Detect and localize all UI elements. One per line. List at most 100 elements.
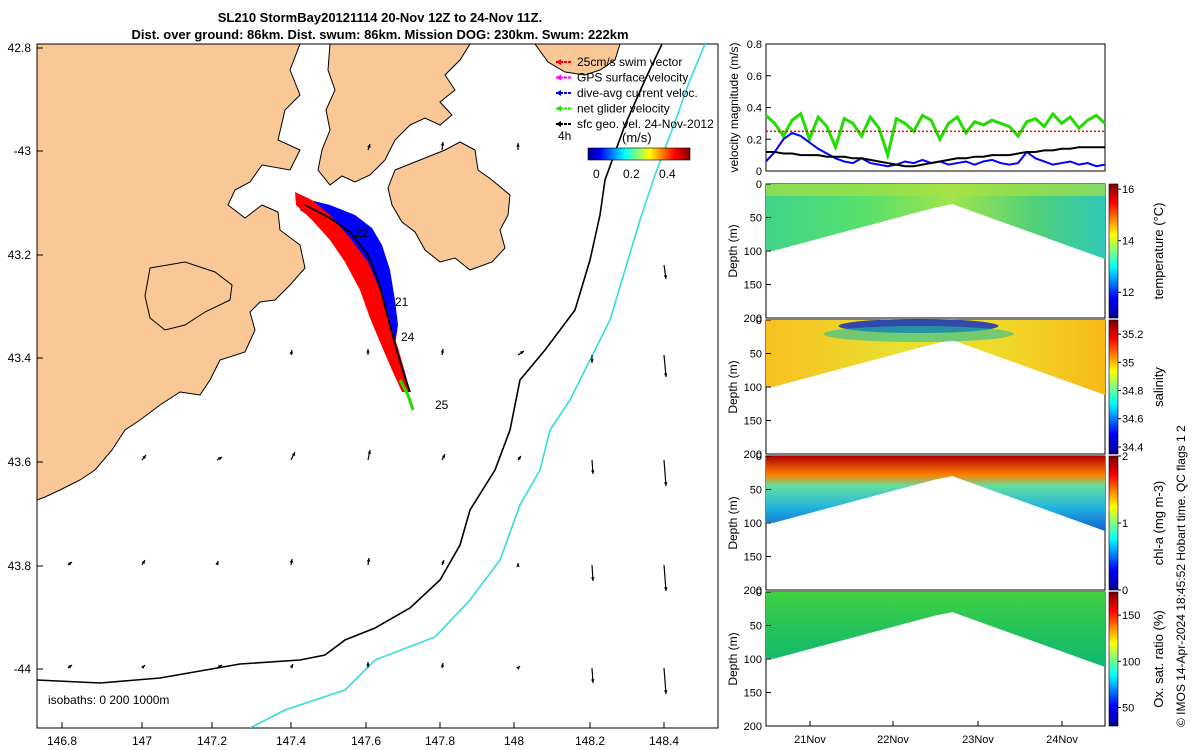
- track-red-envelope: [295, 192, 410, 392]
- land-forestier: [317, 44, 471, 186]
- map-x-tick-label: 147.2: [197, 734, 227, 748]
- colorbar-tick-label: 12: [1122, 287, 1134, 299]
- section-colorbar: [1108, 455, 1119, 591]
- legend-arrowhead: [556, 105, 561, 112]
- section-colorbar: [1108, 183, 1119, 319]
- depth-tick-label: 50: [750, 213, 762, 225]
- legend-arrowhead: [556, 90, 561, 96]
- depth-tick-label: 150: [744, 416, 762, 428]
- colorbar-label: temperature (°C): [1151, 203, 1166, 300]
- colorbar-tick-label: 35.2: [1122, 329, 1143, 341]
- current-vectors: [67, 141, 668, 695]
- map-y-tick-label: 43.8: [8, 559, 32, 573]
- current-vector-arrow: [663, 354, 667, 378]
- velocity-y-tick-label: 0.2: [747, 134, 762, 146]
- track-black-line: [304, 204, 411, 393]
- colorbar-tick-label: 0: [1122, 585, 1128, 597]
- velocity-y-tick-label: 0.6: [747, 71, 762, 83]
- depth-tick-label: 100: [744, 518, 762, 530]
- current-vector-arrowhead: [68, 665, 72, 669]
- time-tick-label: 21Nov: [794, 734, 826, 746]
- time-tick-label: 22Nov: [877, 734, 909, 746]
- glider-track: [295, 192, 415, 411]
- current-vector-arrowhead: [663, 373, 668, 377]
- current-vector-arrow: [663, 459, 667, 487]
- isobaths-note: isobaths: 0 200 1000m: [48, 693, 169, 707]
- depth-tick-label: 150: [744, 688, 762, 700]
- legend-label: sfc geo. vel. 24-Nov-2012: [577, 117, 714, 131]
- colorbar-label: Ox. sat. ratio (%): [1151, 610, 1166, 708]
- map-panel: 22 21 24 25 146.8 147 147.2 147.4 147.6 147.8…: [8, 41, 719, 748]
- section-colorbar: [1108, 319, 1119, 455]
- map-x-tick-label: 147: [132, 734, 152, 748]
- colorbar-tick-label: 1: [1122, 518, 1128, 530]
- colorbar-tick-label: 34.6: [1122, 414, 1143, 426]
- depth-tick-label: 0: [756, 315, 762, 327]
- map-y-tick-label: 42.8: [8, 41, 32, 55]
- current-vector-arrowhead: [141, 665, 145, 669]
- depth-axis-label: Depth (m): [726, 360, 740, 413]
- land-east: [534, 44, 621, 76]
- map-y-tick-label: 43.6: [8, 455, 32, 469]
- current-vector-arrowhead: [441, 560, 445, 564]
- velocity-y-label: velocity magnitude (m/s): [727, 42, 741, 172]
- depth-tick-label: 50: [750, 621, 762, 633]
- current-vector-arrowhead: [440, 142, 445, 146]
- current-vector-arrowhead: [516, 563, 520, 567]
- map-x-tick-label: 147.4: [276, 734, 306, 748]
- current-vector-arrowhead: [289, 350, 293, 354]
- legend-arrowhead: [556, 59, 561, 65]
- speed-colorbar: [587, 147, 691, 161]
- colorbar-tick-label: 34.8: [1122, 386, 1143, 398]
- map-x-tick-label: 147.8: [425, 734, 455, 748]
- current-vector-arrowhead: [591, 577, 595, 581]
- land-peninsula: [144, 261, 233, 331]
- title-line-1: SL210 StormBay20121114 20-Nov 12Z to 24-…: [217, 10, 543, 25]
- velocity-frame: [765, 43, 1106, 172]
- velocity-panel: 0 0.2 0.4 0.6 0.8 velocity magnitude (m/s): [727, 39, 1107, 178]
- current-vector-arrowhead: [517, 456, 521, 460]
- current-vector-arrowhead: [663, 275, 668, 279]
- current-vector-arrowhead: [141, 560, 145, 564]
- current-vector-arrowhead: [218, 665, 222, 669]
- map-y-tick-label: 43.4: [8, 351, 32, 365]
- current-vector-arrowhead: [291, 452, 295, 456]
- legend-arrowhead: [556, 74, 561, 81]
- current-vector-arrowhead: [516, 666, 520, 670]
- depth-tick-label: 200: [744, 721, 762, 733]
- current-vector-arrowhead: [218, 457, 222, 461]
- map-y-tick-label: 43.2: [8, 248, 32, 262]
- current-vector-arrowhead: [591, 470, 595, 474]
- current-vector-arrow: [663, 667, 667, 695]
- section-panel: 0 50 100 150 200 Depth (m) 50 100 150 Ox. sat. ra…: [726, 587, 1166, 733]
- colorbar-label: chl-a (mg m-3): [1151, 481, 1166, 566]
- current-vector-arrowhead: [663, 587, 668, 591]
- day-labels: 22 21 24 25: [355, 226, 449, 412]
- time-tick-label: 24Nov: [1046, 734, 1078, 746]
- isobath-200: [37, 44, 663, 684]
- current-vector-arrowhead: [663, 690, 668, 694]
- map-x-axis: 146.8 147 147.2 147.4 147.6 147.8 148 148.2 148.…: [47, 722, 679, 748]
- day-label: 21: [395, 295, 409, 309]
- legend-label: 25cm/s swim vector: [577, 55, 682, 69]
- current-vector-arrowhead: [440, 349, 445, 353]
- current-vector-arrowhead: [591, 679, 595, 683]
- time-series-panels: 0 0.2 0.4 0.6 0.8 velocity magnitude (m/s) 0 50…: [726, 39, 1166, 746]
- colorbar-units: (m/s): [622, 130, 652, 145]
- colorbar-tick: 0.2: [623, 167, 640, 181]
- section-data-fill: [766, 456, 1105, 532]
- section-panel: 0 50 100 150 200 Depth (m) 12 14 16 temperature (…: [726, 179, 1166, 325]
- section-panel: 0 50 100 150 200 Depth (m) 0 1 2 chl-a (mg m-3): [726, 451, 1166, 597]
- section-data-fill: [766, 592, 1105, 668]
- current-vector-arrowhead: [367, 144, 371, 148]
- depth-axis-label: Depth (m): [726, 224, 740, 277]
- depth-tick-label: 200: [744, 449, 762, 461]
- colorbar-left-label: 4h: [558, 129, 571, 143]
- colorbar-label: salinity: [1151, 367, 1166, 407]
- current-vector-arrowhead: [366, 349, 370, 353]
- velocity-y-tick-label: 0.8: [747, 39, 762, 51]
- current-vector-arrow: [663, 564, 667, 592]
- colorbar-tick-label: 35: [1122, 357, 1134, 369]
- current-vector-arrowhead: [68, 562, 72, 566]
